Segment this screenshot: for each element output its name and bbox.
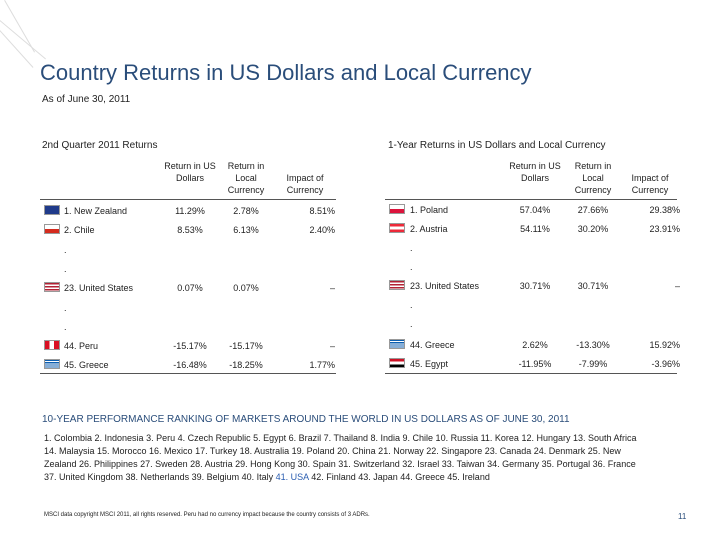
column-header: Return in Local Currency: [227, 161, 265, 195]
country-name: .: [64, 264, 67, 274]
table-cell: 0.07%: [177, 283, 203, 293]
country-name: 23. United States: [64, 283, 134, 293]
flag-icon: [44, 205, 60, 215]
table-cell: 27.66%: [577, 205, 609, 215]
country-name: 44. Greece: [410, 340, 455, 350]
country-name: 44. Peru: [64, 341, 99, 351]
country-name: .: [410, 300, 413, 310]
table-cell: 6.13%: [233, 225, 259, 235]
table-cell: -11.95%: [518, 359, 552, 369]
country-name: .: [410, 319, 413, 329]
table-cell: 30.71%: [577, 281, 609, 291]
table-cell: 8.53%: [177, 225, 203, 235]
flag-icon: [44, 224, 60, 234]
ranking-text: 42. Finland 43. Japan 44. Greece 45. Ire…: [311, 472, 490, 482]
table-cell: –: [329, 283, 335, 293]
rule: [385, 199, 677, 200]
country-name: .: [410, 262, 413, 272]
table-cell: -15.17%: [173, 341, 207, 351]
section-heading: 1-Year Returns in US Dollars and Local C…: [388, 140, 606, 151]
flag-icon: [389, 358, 405, 368]
footnote: MSCI data copyright MSCI 2011, all right…: [44, 512, 370, 518]
column-header: Return in US Dollars: [164, 161, 216, 183]
flag-icon: [44, 340, 60, 350]
country-name: .: [64, 303, 67, 313]
table-cell: -7.99%: [578, 359, 608, 369]
ranking-text: 1. Colombia 2. Indonesia 3. Peru 4. Czec…: [44, 433, 637, 482]
table-cell: 54.11%: [520, 224, 550, 234]
table-cell: –: [329, 341, 335, 351]
column-header: Return in Local Currency: [574, 161, 612, 195]
table-cell: 30.71%: [519, 281, 551, 291]
title: Country Returns in US Dollars and Local …: [40, 60, 532, 85]
column-header: Impact of Currency: [286, 173, 324, 195]
rule: [40, 199, 336, 200]
flag-icon: [44, 359, 60, 369]
country-name: .: [64, 322, 67, 332]
table-cell: 2.40%: [309, 225, 335, 235]
table-cell: 1.77%: [309, 360, 335, 370]
flag-icon: [44, 282, 60, 292]
ranking-highlight: 41. USA: [275, 472, 309, 482]
flag-icon: [389, 280, 405, 290]
column-header: Impact of Currency: [631, 173, 669, 195]
table-cell: -15.17%: [229, 341, 263, 351]
rule: [385, 373, 677, 374]
table-cell: -18.25%: [229, 360, 263, 370]
table-cell: 23.91%: [649, 224, 680, 234]
ranking-heading: 10-YEAR PERFORMANCE RANKING OF MARKETS A…: [42, 414, 570, 425]
table-cell: 8.51%: [309, 206, 335, 216]
ranking-text: 1. Colombia 2. Indonesia 3. Peru 4. Czec…: [44, 432, 644, 484]
country-name: 45. Greece: [64, 360, 109, 370]
table-cell: 2.78%: [233, 206, 259, 216]
subtitle: As of June 30, 2011: [42, 94, 131, 105]
country-name: 2. Chile: [64, 225, 95, 235]
flag-icon: [389, 223, 405, 233]
table-cell: 57.04%: [519, 205, 551, 215]
country-name: 1. New Zealand: [64, 206, 128, 216]
table-cell: -3.96%: [651, 359, 680, 369]
column-header: Return in US Dollars: [509, 161, 561, 183]
decoration: [4, 0, 36, 53]
table-cell: 30.20%: [577, 224, 609, 234]
table-cell: 29.38%: [649, 205, 680, 215]
flag-icon: [389, 204, 405, 214]
section-heading: 2nd Quarter 2011 Returns: [42, 140, 158, 151]
country-name: 1. Poland: [410, 205, 449, 215]
flag-icon: [389, 339, 405, 349]
table-cell: -16.48%: [173, 360, 207, 370]
country-name: .: [64, 245, 67, 255]
table-cell: 15.92%: [649, 340, 680, 350]
country-name: 45. Egypt: [410, 359, 449, 369]
table-cell: 0.07%: [233, 283, 259, 293]
page-number: 11: [678, 512, 687, 521]
country-name: 23. United States: [410, 281, 480, 291]
table-cell: -13.30%: [576, 340, 610, 350]
country-name: .: [410, 243, 413, 253]
table-cell: –: [674, 281, 680, 291]
rule: [40, 373, 336, 374]
country-name: 2. Austria: [410, 224, 448, 234]
table-cell: 11.29%: [175, 206, 205, 216]
table-cell: 2.62%: [522, 340, 548, 350]
